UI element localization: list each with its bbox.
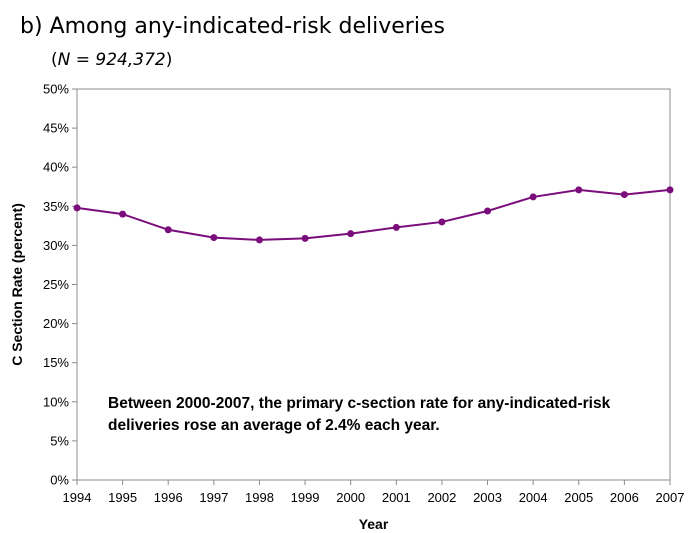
y-tick-label: 0%: [50, 473, 69, 488]
x-tick-label: 2006: [610, 490, 639, 505]
y-tick-label: 15%: [43, 355, 69, 370]
data-point: [438, 218, 446, 226]
data-point: [666, 186, 674, 194]
data-point: [164, 226, 172, 234]
data-point: [301, 234, 309, 242]
y-tick-label: 35%: [43, 199, 69, 214]
x-tick-label: 1997: [199, 490, 228, 505]
y-axis-title: C Section Rate (percent): [9, 203, 25, 366]
data-point: [347, 230, 355, 238]
subtitle-sample-size: N = 924,372: [57, 50, 166, 70]
series-line: [76, 188, 671, 241]
y-tick-label: 30%: [43, 238, 69, 253]
data-point: [255, 236, 263, 244]
y-tick-label: 40%: [43, 160, 69, 175]
subtitle-open-paren: (: [51, 50, 58, 70]
x-tick-label: 1994: [63, 490, 92, 505]
x-tick-label: 2002: [427, 490, 456, 505]
data-point: [392, 223, 400, 231]
x-tick-label: 2000: [336, 490, 365, 505]
data-point: [575, 186, 583, 194]
chart-annotation: Between 2000-2007, the primary c-section…: [108, 395, 611, 434]
y-tick-label: 45%: [43, 121, 69, 136]
x-tick-label: 2005: [564, 490, 593, 505]
y-tick-label: 20%: [43, 316, 69, 331]
series-points: [73, 186, 674, 244]
chart-subtitle: (N = 924,372): [51, 50, 172, 70]
x-axis: 1994 1995 1996 1997 1998 1999 2000 2001 2002 2003…: [63, 480, 685, 505]
x-tick-label: 2003: [473, 490, 502, 505]
y-tick-label: 50%: [43, 82, 69, 97]
data-point: [529, 193, 537, 201]
chart-title: b) Among any-indicated-risk deliveries: [20, 14, 445, 39]
x-axis-title: Year: [359, 516, 389, 532]
y-tick-label: 25%: [43, 277, 69, 292]
x-tick-label: 2001: [382, 490, 411, 505]
data-point: [620, 191, 628, 199]
x-tick-label: 2007: [656, 490, 685, 505]
y-tick-label: 5%: [50, 433, 69, 448]
x-tick-label: 1995: [108, 490, 137, 505]
y-axis: 0% 5% 10% 15% 20% 25% 30% 35% 40% 45% 50%: [43, 82, 77, 488]
x-tick-label: 2004: [519, 490, 548, 505]
x-tick-label: 1998: [245, 490, 274, 505]
y-tick-label: 10%: [43, 394, 69, 409]
data-point: [484, 207, 492, 215]
data-point: [119, 210, 127, 218]
x-tick-label: 1996: [154, 490, 183, 505]
data-point: [210, 234, 218, 242]
x-tick-label: 1999: [291, 490, 320, 505]
plot-area: [76, 88, 671, 481]
subtitle-close-paren: ): [165, 50, 173, 70]
data-point: [73, 204, 81, 212]
